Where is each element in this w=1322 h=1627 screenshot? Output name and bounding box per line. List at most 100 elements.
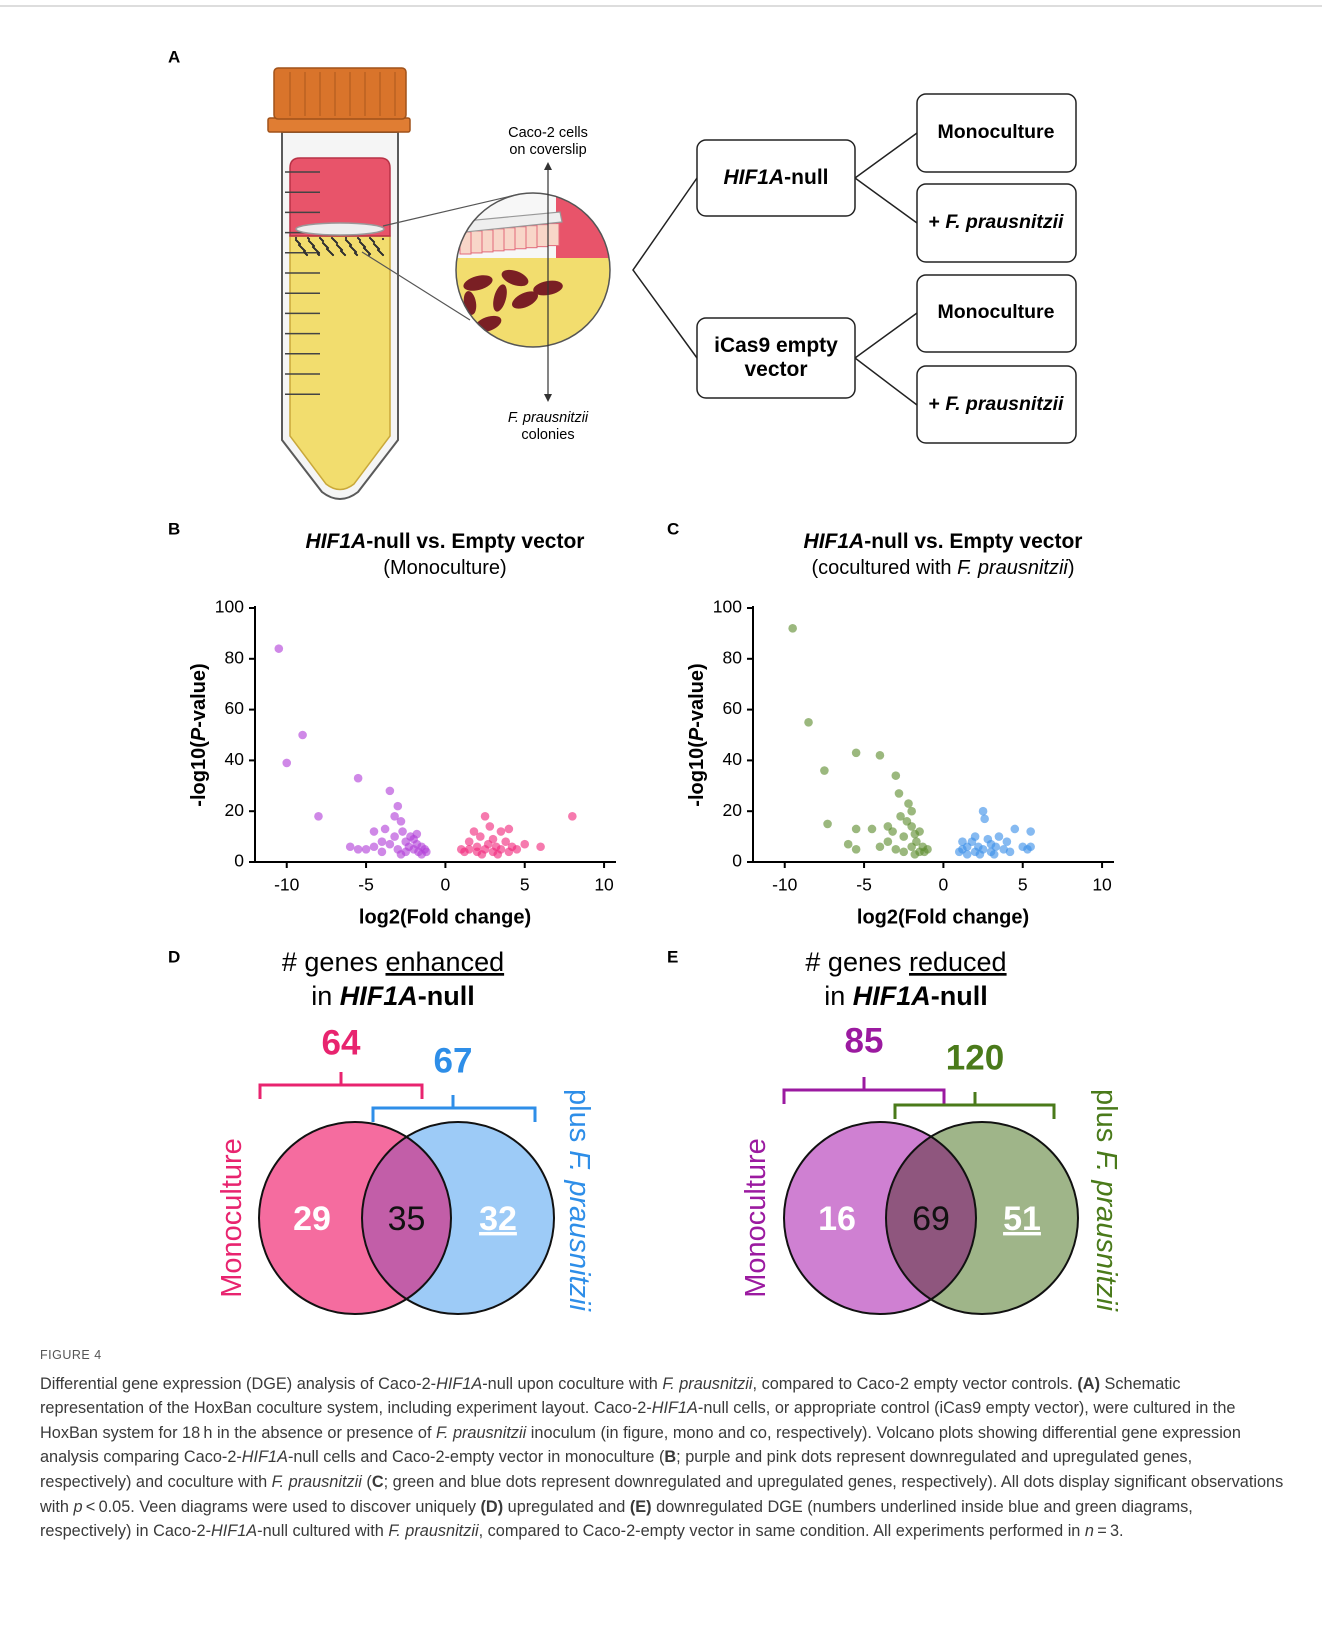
caption-run: F. prausnitzii: [436, 1423, 527, 1442]
text-run: F. prausnitzii: [945, 393, 1064, 415]
text-run: -null: [418, 981, 475, 1011]
text-run: +: [929, 393, 946, 415]
panel-label: C: [667, 519, 679, 538]
text-run: iCas9 empty: [714, 334, 838, 357]
x-tick-label: -5: [856, 875, 872, 895]
venn-right-label: plus F. prausnitzii: [563, 1089, 595, 1312]
text-run: -null: [784, 166, 828, 189]
y-tick-label: 40: [723, 749, 743, 769]
venn-count: 29: [293, 1200, 331, 1238]
colony-dot: [353, 251, 357, 255]
point: [891, 845, 901, 854]
cell: [514, 226, 527, 250]
point: [501, 837, 510, 846]
caption-run: (A): [1077, 1374, 1100, 1393]
venn-left-outline: [258, 1121, 452, 1315]
point: [377, 837, 387, 846]
cell: [481, 229, 494, 253]
caption-run: ; purple and pink dots represent downreg…: [40, 1448, 1193, 1491]
text-run: in: [824, 981, 853, 1011]
point: [390, 832, 399, 841]
caption-run: (D): [480, 1497, 504, 1516]
text-run: Monoculture: [216, 1138, 248, 1298]
text-run: -value): [188, 663, 210, 727]
venn-left-label: Monoculture: [216, 1138, 248, 1298]
venn-bracket: [371, 1095, 537, 1122]
point: [512, 845, 522, 854]
x-tick-label: 5: [1018, 875, 1028, 895]
schematic-label: Caco-2 cells: [508, 125, 588, 141]
point: [891, 771, 901, 780]
point: [456, 845, 466, 854]
point: [896, 811, 905, 821]
venn-total: 120: [946, 1038, 1004, 1077]
y-tick-label: 20: [225, 800, 245, 820]
x-axis-label: log2(Fold change): [359, 906, 531, 928]
point: [422, 847, 431, 857]
point: [851, 824, 861, 834]
text-run: plus: [563, 1089, 595, 1150]
text-run: HIF1A: [306, 530, 367, 553]
caption-run: -null cells and Caco-2-empty vector in m…: [287, 1448, 665, 1467]
colony-dot: [356, 236, 360, 240]
venn-title: in HIF1A-null: [311, 981, 475, 1011]
colony-dot: [307, 239, 311, 243]
point: [396, 817, 406, 826]
point: [989, 850, 999, 859]
text-run: F. prausnitzii: [1090, 1150, 1122, 1312]
y-tick-label: 40: [225, 749, 245, 769]
text-run: -null vs. Empty vector: [366, 530, 584, 553]
point: [875, 842, 885, 852]
group-label: vector: [744, 358, 807, 381]
caption-run: C: [371, 1472, 384, 1491]
x-tick-label: 0: [441, 875, 451, 895]
text-run: -value): [686, 663, 708, 727]
point: [369, 842, 379, 852]
text-run: in: [311, 981, 340, 1011]
caption-run: (E): [629, 1497, 652, 1516]
point: [899, 832, 909, 841]
text-run: P: [686, 727, 708, 741]
caption-run: HIF1A: [651, 1399, 698, 1418]
venn-bracket: [893, 1092, 1056, 1119]
venn-count: 51: [1003, 1200, 1041, 1238]
group-label: iCas9 empty: [714, 334, 838, 357]
point: [520, 839, 530, 849]
point: [385, 786, 395, 796]
text-run: -log10(: [686, 741, 708, 807]
zoom-circle: [455, 192, 611, 348]
x-axis-label: log2(Fold change): [857, 906, 1029, 928]
caption-run: Differential gene expression (DGE) analy…: [40, 1374, 437, 1393]
layout-boxes: [696, 93, 1077, 444]
caption-run: HIF1A: [241, 1448, 288, 1467]
venn-count: 69: [912, 1200, 950, 1238]
point: [314, 811, 323, 821]
text-run: # genes: [282, 947, 386, 977]
text-run: F. prausnitzii: [508, 410, 589, 426]
text-run: # genes: [805, 947, 909, 977]
point: [978, 806, 988, 816]
y-tick-label: 60: [225, 698, 245, 718]
text-run: enhanced: [385, 947, 504, 977]
point: [1002, 837, 1012, 846]
group-label: HIF1A-null: [723, 166, 828, 189]
y-tick-label: 80: [723, 647, 743, 667]
caption-run: -null cultured with: [257, 1522, 389, 1541]
caption-run: = 3.: [1093, 1522, 1124, 1541]
text-run: HIF1A: [804, 530, 865, 553]
point: [369, 827, 379, 836]
point: [353, 845, 363, 854]
text-run: -log10(: [188, 741, 210, 807]
point: [867, 824, 877, 834]
caption-run: B: [664, 1448, 677, 1467]
caption-run: -null upon coculture with: [482, 1374, 663, 1393]
text-run: (cocultured with: [811, 557, 957, 579]
venn-right-outline: [361, 1121, 555, 1315]
text-run: Monoculture: [938, 121, 1055, 143]
cell: [536, 224, 549, 248]
y-tick-label: 100: [215, 597, 244, 617]
point: [962, 850, 972, 859]
venn-left-label: Monoculture: [740, 1138, 772, 1298]
venn-right-outline: [885, 1121, 1079, 1315]
